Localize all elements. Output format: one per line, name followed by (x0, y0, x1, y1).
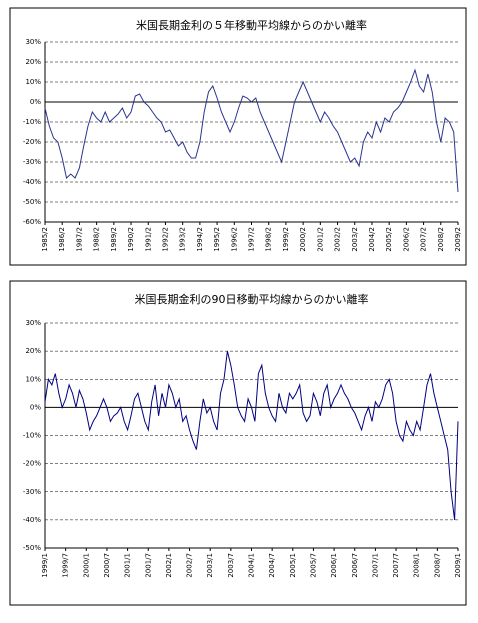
y-tick-label: -10% (23, 432, 41, 440)
chart-title: 米国長期金利の90日移動平均線からのかい離率 (135, 292, 369, 306)
x-tick-label: 1995/2 (213, 227, 221, 252)
y-tick-label: -60% (23, 218, 41, 226)
y-tick-label: 0% (30, 98, 41, 106)
x-tick-label: 1985/2 (41, 227, 49, 252)
y-tick-label: -10% (23, 118, 41, 126)
x-tick-label: 1999/1 (41, 553, 49, 578)
y-tick-label: -40% (23, 516, 41, 524)
x-tick-label: 2004/2 (368, 227, 376, 252)
y-tick-label: 10% (25, 375, 41, 383)
x-tick-label: 1998/2 (265, 227, 273, 252)
x-tick-label: 2000/2 (299, 227, 307, 252)
y-tick-label: -40% (23, 178, 41, 186)
y-tick-label: -20% (23, 138, 41, 146)
x-tick-label: 2004/1 (248, 553, 256, 578)
x-tick-label: 2001/7 (144, 553, 152, 578)
x-tick-label: 2007/7 (392, 553, 400, 578)
x-tick-label: 1991/2 (144, 227, 152, 252)
chart-frame (9, 7, 467, 266)
chart-title: 米国長期金利の５年移動平均線からのかい離率 (136, 18, 367, 32)
x-tick-label: 1996/2 (230, 227, 238, 252)
x-tick-label: 1989/2 (110, 227, 118, 252)
y-tick-label: -20% (23, 460, 41, 468)
x-tick-label: 2001/1 (124, 553, 132, 578)
data-line (44, 68, 459, 193)
x-tick-label: 2000/1 (82, 553, 90, 578)
y-tick-label: 10% (25, 78, 41, 86)
y-tick-label: 20% (25, 347, 41, 355)
x-tick-label: 2008/2 (437, 227, 445, 252)
x-tick-label: 2003/7 (227, 553, 235, 578)
x-tick-label: 1990/2 (127, 227, 135, 252)
x-tick-label: 2002/2 (334, 227, 342, 252)
x-tick-label: 1999/2 (282, 227, 290, 252)
y-tick-label: -50% (23, 544, 41, 552)
y-tick-label: 20% (25, 58, 41, 66)
data-line (44, 350, 459, 520)
x-tick-label: 2003/1 (206, 553, 214, 578)
x-tick-label: 2008/1 (413, 553, 421, 578)
x-tick-label: 1999/7 (62, 553, 70, 578)
x-tick-label: 2009/2 (454, 227, 462, 252)
x-tick-label: 1994/2 (196, 227, 204, 252)
x-tick-label: 2005/1 (289, 553, 297, 578)
x-tick-label: 2009/1 (454, 553, 462, 578)
x-tick-label: 2007/1 (371, 553, 379, 578)
x-tick-label: 1986/2 (58, 227, 66, 252)
x-tick-label: 2005/2 (385, 227, 393, 252)
x-tick-label: 1993/2 (179, 227, 187, 252)
x-tick-label: 2008/7 (433, 553, 441, 578)
y-tick-label: -30% (23, 158, 41, 166)
x-tick-label: 2003/2 (351, 227, 359, 252)
y-tick-label: -50% (23, 198, 41, 206)
x-tick-label: 2006/7 (351, 553, 359, 578)
y-tick-label: 0% (30, 403, 41, 411)
x-tick-label: 1997/2 (248, 227, 256, 252)
x-tick-label: 2002/7 (186, 553, 194, 578)
y-tick-label: -30% (23, 488, 41, 496)
x-tick-label: 2005/7 (309, 553, 317, 578)
x-tick-label: 2007/2 (420, 227, 428, 252)
x-tick-label: 2001/2 (316, 227, 324, 252)
x-tick-label: 2004/7 (268, 553, 276, 578)
y-tick-label: 30% (25, 319, 41, 327)
x-tick-label: 2002/1 (165, 553, 173, 578)
x-tick-label: 2000/7 (103, 553, 111, 578)
x-tick-label: 2006/2 (402, 227, 410, 252)
x-tick-label: 1987/2 (75, 227, 83, 252)
x-tick-label: 1988/2 (93, 227, 101, 252)
x-tick-label: 1992/2 (161, 227, 169, 252)
x-tick-label: 2006/1 (330, 553, 338, 578)
y-tick-label: 30% (25, 38, 41, 46)
